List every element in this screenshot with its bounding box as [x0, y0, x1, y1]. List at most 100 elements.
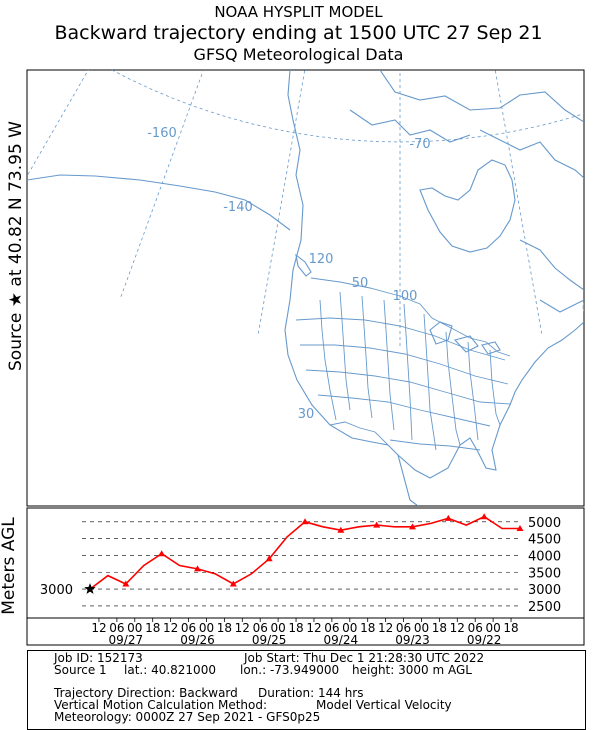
source-longitude: lon.: -73.949000 [240, 663, 340, 677]
height-marker [444, 514, 452, 521]
vertical-motion-value: Model Vertical Velocity [316, 698, 452, 712]
source-star-icon [84, 583, 96, 594]
time-tick-label: 12 [235, 621, 250, 635]
meteorology-title: GFSQ Meteorological Data [193, 45, 404, 64]
vancouver-island [295, 253, 312, 277]
us-canada-border [310, 277, 511, 357]
time-tick-label: 12 [91, 621, 106, 635]
longitude-line [0, 0, 361, 55]
alaska-coast [27, 174, 291, 231]
source-height: height: 3000 m AGL [352, 663, 472, 677]
graticule-label: -160 [147, 126, 177, 141]
hudson-bay [419, 159, 516, 253]
chart-titles: NOAA HYSPLIT MODEL Backward trajectory e… [0, 0, 597, 65]
chart-title: Backward trajectory ending at 1500 UTC 2… [54, 22, 543, 44]
graticule-label: -140 [223, 200, 253, 215]
graticule-label: 120 [309, 252, 334, 267]
height-marker [337, 526, 345, 533]
start-height-label: 3000 [40, 583, 73, 598]
height-marker [373, 521, 381, 528]
model-title: NOAA HYSPLIT MODEL [214, 3, 383, 21]
height-marker [265, 555, 273, 562]
arctic-islands [349, 70, 584, 313]
height-tick-label: 4000 [528, 549, 561, 564]
source-number: Source 1 [54, 663, 107, 677]
height-tick-label: 3000 [528, 583, 561, 598]
date-label: 09/23 [395, 633, 430, 647]
time-tick-label: 12 [378, 621, 393, 635]
graticule-label: 100 [393, 289, 418, 304]
height-marker [301, 518, 309, 525]
graticule-label: 50 [352, 276, 369, 291]
time-tick-label: 06 [253, 621, 268, 635]
time-tick-label: 06 [324, 621, 339, 635]
meteorology-info: Meteorology: 0000Z 27 Sep 2021 - GFS0p25 [54, 710, 321, 724]
job-id: Job ID: 152173 [54, 651, 143, 665]
time-tick-label: 06 [468, 621, 483, 635]
time-axis-labels: 12 06 00 18 12 06 00 18 12 06 00 18 12 06 00 18 12 06 00 18… [91, 618, 519, 647]
time-tick-label: 00 [414, 621, 429, 635]
time-tick-label: 06 [396, 621, 411, 635]
vertical-motion-label: Vertical Motion Calculation Method: [54, 698, 268, 712]
height-marker [158, 550, 166, 557]
map-panel: -160 -140 120 50 100 -70 30 60 [0, 0, 597, 507]
graticule-label: -70 [409, 137, 430, 152]
time-tick-label: 00 [199, 621, 214, 635]
longitude-line [257, 70, 306, 334]
graticule-labels: -160 -140 120 50 100 -70 30 60 [147, 126, 597, 422]
height-tick-label: 5000 [528, 516, 561, 531]
trajectory-direction: Trajectory Direction: Backward [54, 686, 238, 700]
time-tick-label: 12 [450, 621, 465, 635]
time-tick-label: 00 [485, 621, 500, 635]
time-tick-label: 00 [270, 621, 285, 635]
height-tick-label: 2500 [528, 600, 561, 615]
graticule-label: 30 [298, 407, 315, 422]
height-gridlines [82, 521, 520, 607]
time-tick-label: 18 [360, 621, 375, 635]
time-tick-label: 06 [109, 621, 124, 635]
map-borders [295, 277, 511, 451]
time-tick-label: 18 [217, 621, 232, 635]
longitude-line [120, 70, 204, 297]
trajectory-duration: Duration: 144 hrs [258, 686, 364, 700]
source-latitude: lat.: 40.821000 [124, 663, 216, 677]
date-label: 09/26 [180, 633, 215, 647]
latitude-line [0, 0, 597, 40]
time-tick-label: 00 [127, 621, 142, 635]
height-marker [229, 580, 237, 587]
time-tick-label: 18 [145, 621, 160, 635]
height-tick-label: 3500 [528, 566, 561, 581]
job-info-footer: Job ID: 152173 Job Start: Thu Dec 1 21:2… [27, 650, 586, 730]
us-mexico-border [329, 421, 389, 446]
height-panel-frame [26, 507, 585, 646]
height-panel: 12 06 00 18 12 06 00 18 12 06 00 18 12 06 00 18 12 06 00 18… [26, 507, 585, 647]
time-tick-label: 18 [288, 621, 303, 635]
date-label: 09/27 [109, 633, 144, 647]
height-marker [409, 523, 416, 530]
time-tick-label: 18 [503, 621, 518, 635]
height-tick-label: 4500 [528, 533, 561, 548]
longitude-line [27, 70, 89, 177]
height-marker [194, 565, 201, 572]
height-marker [122, 580, 130, 587]
longitude-line [439, 0, 597, 55]
date-label: 09/24 [324, 633, 359, 647]
job-start: Job Start: Thu Dec 1 21:28:30 UTC 2022 [244, 651, 485, 665]
height-marker [516, 525, 524, 532]
date-label: 09/25 [252, 633, 287, 647]
gulf-coast [397, 454, 419, 506]
map-coastlines [27, 70, 584, 506]
graticule-label: 60 [582, 301, 597, 316]
height-marker [480, 513, 488, 520]
time-tick-label: 12 [163, 621, 178, 635]
date-label: 09/22 [467, 633, 502, 647]
height-series [84, 513, 524, 594]
longitude-line [494, 70, 543, 334]
north-america-coastline [284, 70, 584, 479]
great-lakes [429, 321, 501, 355]
time-tick-label: 00 [342, 621, 357, 635]
map-frame [26, 69, 585, 507]
time-tick-label: 06 [181, 621, 196, 635]
